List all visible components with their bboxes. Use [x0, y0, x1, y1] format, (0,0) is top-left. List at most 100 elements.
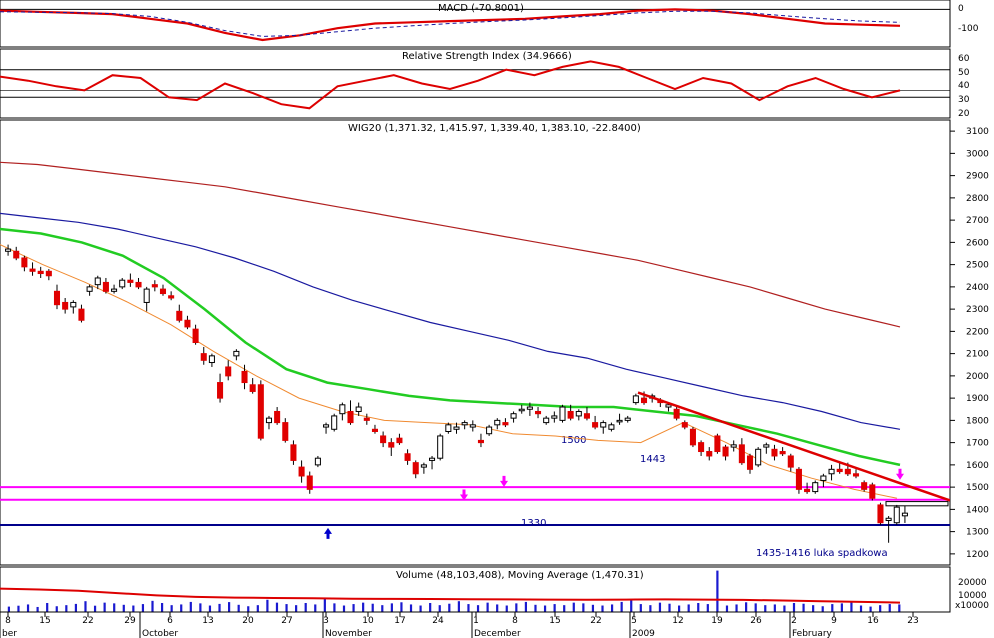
volume-bar: [476, 605, 480, 612]
macd-tick-minus100: -100: [958, 24, 979, 34]
candle-body: [184, 319, 191, 328]
macd-signal-line: [0, 10, 901, 37]
volume-bar: [409, 604, 413, 612]
candle-body: [730, 444, 737, 448]
volume-bar: [879, 605, 882, 612]
volume-bar: [735, 604, 738, 612]
volume-bar: [687, 604, 690, 612]
rsi-tick-60: 60: [958, 54, 970, 64]
candle-body: [787, 455, 794, 468]
rsi-tick-30: 30: [958, 95, 970, 105]
candle-body: [812, 482, 819, 493]
candle-body: [176, 310, 183, 321]
volume-bar: [898, 604, 901, 612]
volume-bar: [783, 605, 786, 612]
volume-bar: [869, 606, 872, 612]
candle-body: [738, 444, 745, 464]
sell-arrow-icon: [460, 489, 468, 501]
candle-body: [706, 451, 713, 457]
volume-bar: [74, 603, 78, 612]
volume-bar: [601, 605, 604, 612]
candle-body: [192, 328, 199, 343]
candle-body: [208, 355, 215, 364]
candle-body: [62, 301, 69, 310]
candle-body: [233, 350, 240, 357]
volume-bar: [132, 605, 135, 612]
volume-bar: [697, 603, 700, 612]
candle-body: [510, 413, 517, 419]
candle-body: [689, 428, 696, 446]
candle-body: [37, 270, 44, 275]
candle-body: [314, 457, 321, 466]
candle-body: [852, 473, 860, 477]
x-month-label: November: [325, 629, 372, 638]
candle-body: [5, 248, 12, 252]
volume-bar: [582, 603, 585, 612]
candle-body: [714, 435, 721, 453]
candle-body: [461, 422, 468, 426]
volume-bar: [859, 605, 863, 612]
annotation-1443: 1443: [640, 454, 665, 465]
x-tick-label: 10: [362, 616, 374, 626]
candle-body: [29, 268, 36, 272]
rsi-line: [0, 60, 901, 110]
volume-bar: [323, 598, 326, 612]
candle-body: [559, 406, 566, 421]
price-tick-label: 2300: [966, 305, 989, 315]
candle-body: [241, 370, 248, 384]
volume-bar: [802, 603, 805, 612]
candle-body: [795, 468, 802, 490]
volume-bar: [448, 603, 451, 612]
x-tick-label: 16: [867, 616, 879, 626]
candle-body: [665, 404, 672, 408]
volume-bar: [26, 604, 30, 612]
price-tick-label: 1900: [966, 394, 989, 404]
vol-unit: x10000: [955, 601, 989, 611]
candle-body: [217, 382, 224, 399]
candle-body: [494, 419, 501, 426]
volume-bar: [314, 604, 317, 612]
candle-body: [151, 284, 158, 288]
x-tick-label: 24: [432, 616, 444, 626]
x-tick-label: 26: [750, 616, 762, 626]
volume-bar: [362, 602, 365, 612]
candle-body: [437, 435, 444, 459]
candle-body: [371, 428, 378, 432]
volume-bar: [304, 603, 307, 612]
moving-average-2: [0, 227, 901, 467]
candle-body: [388, 442, 395, 448]
candle-body: [861, 482, 868, 490]
annotation-gap: 1435-1416 luka spadkowa: [756, 548, 888, 559]
x-tick-label: 6: [167, 616, 173, 626]
x-tick-label: 23: [907, 616, 918, 626]
gap-box: [885, 501, 949, 507]
x-month-label: December: [474, 629, 521, 638]
sell-arrow-icon: [500, 475, 508, 487]
volume-bar: [524, 601, 528, 612]
candle-body: [600, 422, 607, 428]
x-month-label: 2009: [632, 629, 655, 638]
axes-layer: 1200130014001500160017001800190020002100…: [0, 127, 989, 638]
x-month-label: October: [142, 629, 178, 638]
x-tick-label: 15: [39, 616, 50, 626]
candle-body: [877, 504, 884, 524]
volume-bar: [419, 605, 422, 612]
x-tick-label: 5: [631, 616, 637, 626]
candle-body: [722, 446, 729, 457]
price-tick-label: 2400: [966, 283, 989, 293]
price-tick-label: 2800: [966, 194, 989, 204]
price-tick-label: 3000: [966, 149, 989, 159]
volume-bar: [725, 605, 729, 612]
x-tick-label: 17: [394, 616, 405, 626]
volume-bar: [706, 604, 709, 612]
price-label: WIG20 (1,371.32, 1,415.97, 1,339.40, 1,3…: [348, 123, 641, 134]
rsi-tick-40: 40: [958, 81, 970, 91]
volume-bar: [505, 605, 508, 612]
rsi-layer: [0, 60, 950, 110]
volume-bar: [639, 604, 642, 612]
candle-body: [502, 422, 509, 426]
volume-bar: [649, 605, 652, 612]
candle-body: [331, 415, 338, 430]
candle-body: [901, 512, 908, 517]
price-tick-label: 2700: [966, 216, 989, 226]
